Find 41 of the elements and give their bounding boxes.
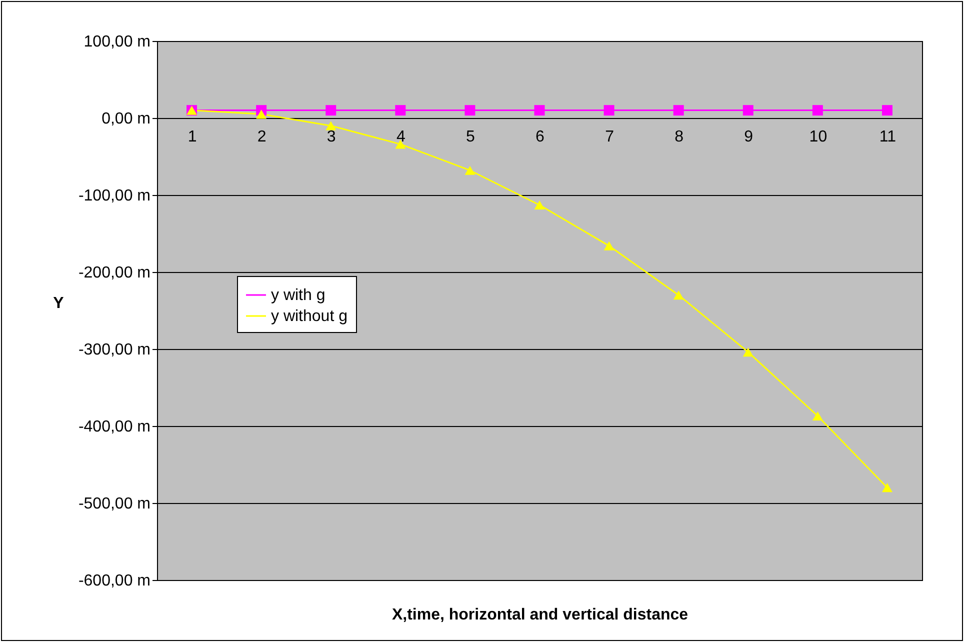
point — [882, 483, 892, 492]
x-tick-label: 10 — [809, 128, 828, 146]
point — [464, 105, 476, 116]
x-tick-label: 2 — [257, 128, 266, 146]
y-tick-label: 0,00 m — [102, 110, 150, 128]
y-tick-label: -200,00 m — [78, 264, 150, 282]
point — [673, 290, 684, 300]
x-tick-label: 1 — [188, 128, 197, 146]
legend-label: y with g — [271, 287, 326, 304]
point — [464, 166, 476, 175]
point — [673, 105, 684, 116]
y-tick-label: -100,00 m — [78, 188, 150, 204]
x-tick-label: 3 — [326, 128, 336, 146]
x-tick-label: 11 — [879, 128, 896, 146]
y-tick-label: -600,00 m — [78, 572, 150, 590]
x-tick-label: 5 — [466, 128, 475, 146]
point — [326, 105, 336, 116]
x-tick-label: 4 — [396, 128, 406, 146]
point — [812, 411, 823, 421]
point — [395, 105, 406, 116]
point — [256, 110, 267, 119]
y-tick-label: -400,00 m — [78, 418, 150, 436]
point — [534, 105, 545, 116]
point — [742, 105, 754, 116]
x-tick-label: 7 — [605, 128, 614, 146]
point — [326, 121, 336, 130]
y-axis-title: Y — [53, 295, 64, 312]
x-tick-label: 8 — [674, 128, 684, 146]
x-axis-title: X,time, horizontal and vertical distance — [392, 606, 688, 624]
point — [604, 241, 614, 250]
x-tick-label: 9 — [744, 128, 754, 146]
x-tick-label: 6 — [536, 128, 545, 146]
y-tick-label: 100,00 m — [84, 34, 150, 50]
point — [604, 105, 614, 116]
point — [742, 348, 754, 357]
point — [534, 200, 545, 210]
point — [812, 105, 823, 116]
y-tick-label: -300,00 m — [78, 342, 150, 358]
legend-label: y without g — [271, 308, 348, 325]
point — [882, 105, 892, 116]
y-tick-label: -500,00 m — [78, 496, 150, 512]
